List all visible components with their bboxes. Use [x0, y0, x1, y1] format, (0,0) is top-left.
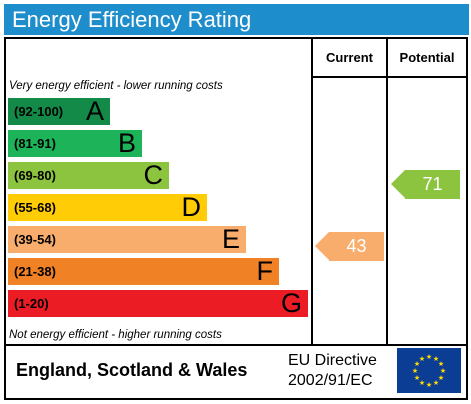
- potential-rating-arrow: 71: [391, 170, 461, 199]
- svg-text:★: ★: [419, 355, 425, 363]
- band-letter: B: [117, 128, 136, 158]
- svg-text:★: ★: [426, 381, 432, 389]
- band-letter: E: [221, 224, 240, 254]
- potential-column-header: Potential: [399, 50, 455, 65]
- header-divider: [311, 76, 468, 78]
- svg-text:★: ★: [414, 374, 420, 382]
- band-a: (92-100) A: [8, 96, 110, 126]
- band-letter: C: [143, 160, 164, 190]
- svg-text:★: ★: [412, 367, 418, 375]
- svg-text:★: ★: [433, 355, 439, 363]
- eu-flag-icon: ★ ★ ★ ★ ★ ★ ★ ★ ★ ★ ★ ★: [397, 348, 461, 393]
- band-range: (81-91): [14, 136, 56, 151]
- potential-arrow-point: [391, 170, 405, 198]
- svg-text:★: ★: [414, 360, 420, 368]
- band-letter: F: [256, 256, 274, 286]
- directive-line-1: EU Directive: [288, 352, 377, 369]
- rating-table: [4, 37, 468, 400]
- eu-flag-stars: ★ ★ ★ ★ ★ ★ ★ ★ ★ ★ ★ ★: [412, 353, 446, 389]
- band-range: (1-20): [14, 296, 49, 311]
- band-b: (81-91) B: [8, 128, 142, 158]
- band-letter: G: [280, 288, 302, 318]
- svg-text:★: ★: [433, 379, 439, 387]
- band-range: (55-68): [14, 200, 56, 215]
- band-f: (21-38) F: [8, 256, 279, 286]
- band-range: (39-54): [14, 232, 56, 247]
- band-g: (1-20) G: [8, 288, 308, 318]
- region-label: England, Scotland & Wales: [16, 360, 248, 380]
- bottom-note: Not energy efficient - higher running co…: [9, 329, 222, 341]
- band-letter: D: [181, 192, 202, 222]
- band-range: (69-80): [14, 168, 56, 183]
- svg-text:★: ★: [438, 374, 444, 382]
- svg-text:★: ★: [426, 353, 432, 361]
- page-title: Energy Efficiency Rating: [4, 4, 469, 35]
- top-note: Very energy efficient - lower running co…: [9, 80, 223, 92]
- band-range: (21-38): [14, 264, 56, 279]
- band-d: (55-68) D: [8, 192, 207, 222]
- band-range: (92-100): [14, 104, 64, 119]
- current-arrow-point: [315, 232, 329, 260]
- eu-directive: EU Directive 2002/91/EC: [288, 351, 392, 391]
- svg-text:★: ★: [438, 360, 444, 368]
- footer-divider: [4, 344, 468, 346]
- svg-text:★: ★: [440, 367, 446, 375]
- column-divider-potential: [386, 39, 388, 345]
- current-rating-value: 43: [329, 232, 384, 261]
- potential-rating-value: 71: [405, 170, 460, 199]
- band-e: (39-54) E: [8, 224, 246, 254]
- svg-text:★: ★: [419, 379, 425, 387]
- current-rating-arrow: 43: [315, 232, 385, 261]
- current-column-header: Current: [326, 50, 373, 65]
- column-divider-current: [311, 39, 313, 345]
- directive-line-2: 2002/91/EC: [288, 372, 373, 389]
- band-c: (69-80) C: [8, 160, 169, 190]
- band-letter: A: [85, 96, 104, 126]
